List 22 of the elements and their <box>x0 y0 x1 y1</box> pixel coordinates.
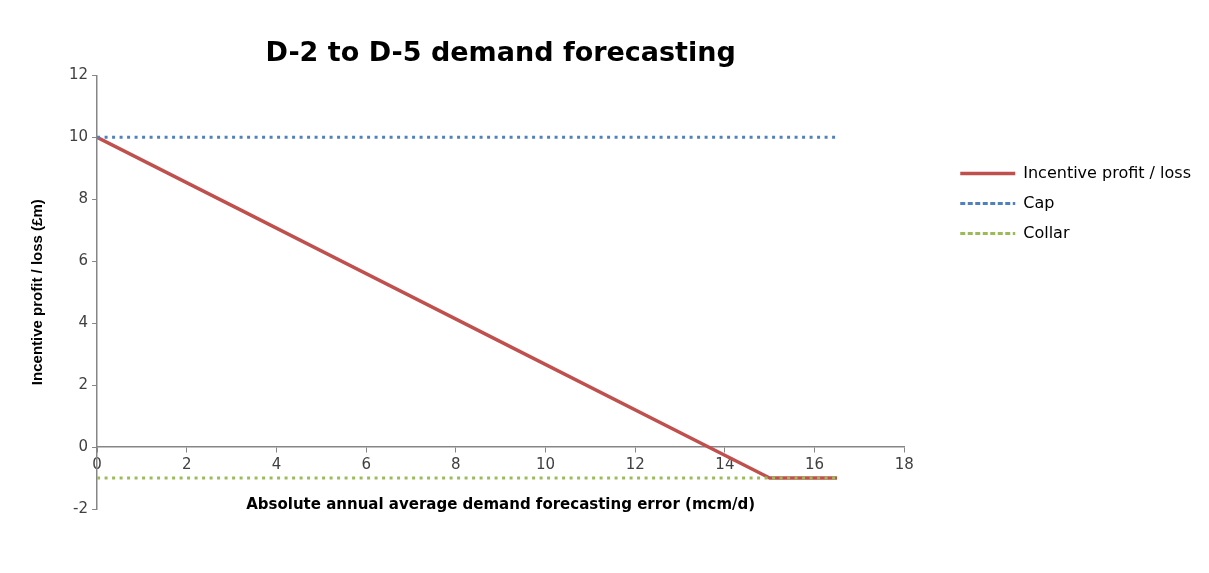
x-tick-label: 18 <box>894 454 914 473</box>
x-tick-label: 8 <box>451 454 461 473</box>
y-tick-label: 2 <box>78 375 89 393</box>
x-axis-title: Absolute annual average demand forecasting error (mcm/d) <box>246 494 756 513</box>
y-axis-title: Incentive profit / loss (£m) <box>28 199 46 386</box>
y-tick-label: 8 <box>78 189 89 208</box>
chart-title: D-2 to D-5 demand forecasting <box>265 36 736 68</box>
x-tick-label: 10 <box>535 454 556 473</box>
x-tick-label: 6 <box>361 454 371 473</box>
legend-label: Collar <box>1023 222 1070 242</box>
x-tick-label: 4 <box>271 454 282 473</box>
y-tick-label: 4 <box>78 313 89 332</box>
legend-label: Incentive profit / loss <box>1023 162 1191 182</box>
y-tick-label: -2 <box>73 498 89 517</box>
y-tick-label: 6 <box>78 251 89 270</box>
y-tick-label: 10 <box>68 127 89 146</box>
legend-label: Cap <box>1023 192 1055 212</box>
x-tick-label: 16 <box>805 454 825 473</box>
y-tick-label: 0 <box>78 436 89 455</box>
x-tick-label: 2 <box>182 454 192 473</box>
y-tick-label: 12 <box>68 65 89 84</box>
x-tick-label: 12 <box>625 454 645 473</box>
